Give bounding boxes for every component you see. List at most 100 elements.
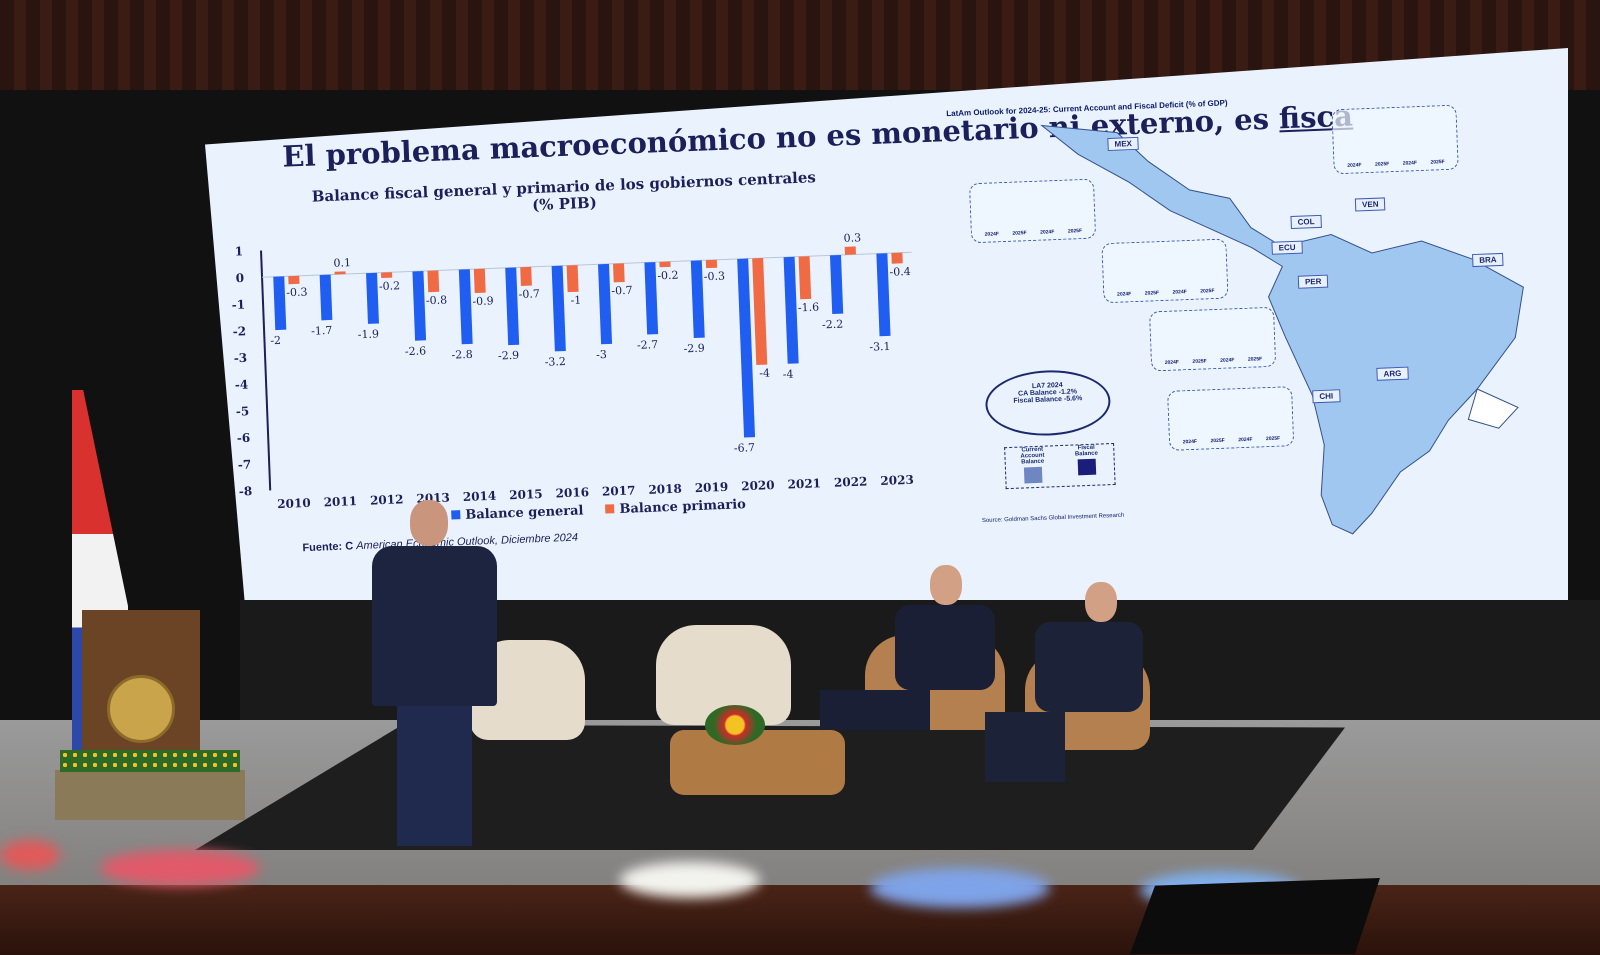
data-label: -4	[759, 366, 770, 379]
inset-col: 2024F 2025F 2024F 2025F	[1331, 104, 1459, 175]
bar-general	[829, 254, 844, 315]
y-axis	[260, 250, 272, 491]
bar-general	[273, 276, 287, 331]
data-label: -2	[270, 334, 281, 347]
data-label: -1.9	[358, 327, 380, 341]
flower-planter	[55, 770, 245, 820]
bar-primario	[612, 263, 625, 283]
bar-general	[458, 269, 473, 345]
data-label: -0.2	[379, 279, 401, 293]
x-tick-label: 2022	[834, 474, 868, 489]
data-label: -0.8	[426, 293, 448, 307]
x-tick-label: 2019	[695, 480, 729, 495]
data-label: -3	[596, 348, 607, 361]
x-tick-label: 2018	[648, 482, 682, 497]
latam-map-panel: LatAm Outlook for 2024-25: Current Accou…	[946, 86, 1563, 559]
panelist-seated	[970, 582, 1145, 792]
bar-primario	[752, 257, 768, 365]
data-label: -0.3	[286, 285, 308, 299]
flowers	[60, 750, 240, 772]
y-tick-label: 0	[235, 271, 244, 285]
data-label: -1	[570, 294, 581, 307]
x-tick-label: 2021	[787, 476, 821, 491]
bar-general	[551, 265, 566, 352]
y-tick-label: -5	[236, 404, 250, 419]
data-label: -0.4	[889, 265, 911, 279]
flower-arrangement	[705, 705, 765, 745]
x-tick-label: 2014	[463, 489, 497, 504]
data-label: -1.6	[798, 301, 820, 315]
bar-general	[412, 271, 427, 341]
bar-primario	[334, 271, 346, 275]
zero-line	[262, 251, 912, 278]
bar-primario	[473, 268, 486, 294]
latam-map	[1040, 124, 1524, 535]
inset-ecu: 2024F 2025F 2024F 2025F	[1101, 238, 1229, 304]
inset-year-labels: 2024F 2025F 2024F 2025F	[1164, 356, 1263, 366]
label-arg: ARG	[1376, 366, 1409, 381]
bar-primario	[798, 256, 812, 300]
x-tick-label: 2011	[323, 494, 357, 509]
y-tick-label: -6	[237, 431, 251, 446]
data-label: -0.9	[472, 294, 494, 308]
data-label: -3.1	[869, 340, 891, 354]
label-col: COL	[1290, 214, 1322, 230]
bar-general	[598, 263, 613, 345]
inset-year-labels: 2024F 2025F 2024F 2025F	[1182, 435, 1281, 446]
x-tick-label: 2017	[602, 483, 636, 498]
bar-primario	[288, 275, 300, 285]
inset-mex: 2024F 2025F 2024F 2025F	[968, 178, 1097, 244]
data-label: -2.2	[822, 318, 844, 332]
x-tick-label: 2010	[277, 496, 311, 511]
data-label: -2.9	[498, 349, 520, 363]
bar-general	[737, 258, 756, 438]
bar-general	[319, 274, 333, 321]
label-mex: MEX	[1107, 136, 1140, 152]
spotlight-blue	[870, 868, 1050, 908]
data-label: 0.1	[333, 256, 351, 270]
x-tick-label: 2012	[370, 492, 404, 507]
x-tick-label: 2023	[880, 473, 914, 488]
y-tick-label: -2	[232, 324, 246, 339]
inset-year-labels: 2024F 2025F 2024F 2025F	[984, 228, 1083, 238]
inset-per: 2024F 2025F 2024F 2025F	[1149, 306, 1277, 372]
coffee-table	[670, 730, 845, 795]
data-label: -2.9	[683, 342, 705, 356]
bar-general	[366, 272, 379, 324]
y-tick-label: -3	[234, 351, 248, 366]
bar-general	[876, 253, 891, 337]
data-label: -3.2	[544, 355, 566, 369]
stage-monitor	[1130, 878, 1380, 954]
bar-general	[783, 256, 799, 364]
inset-year-labels: 2024F 2025F 2024F 2025F	[1347, 159, 1445, 169]
bar-primario	[705, 259, 718, 269]
bar-general	[505, 267, 520, 346]
speaker-standing	[372, 500, 497, 850]
data-label: -2.8	[451, 348, 473, 362]
central-bank-seal-icon	[107, 675, 175, 743]
data-label: -6.7	[734, 441, 756, 455]
data-label: -4	[782, 368, 793, 381]
map-legend: Current Account Balance Fiscal Balance	[1004, 442, 1116, 490]
bar-primario	[659, 261, 671, 268]
spotlight-red	[100, 850, 260, 886]
x-tick-label: 2016	[555, 485, 589, 500]
bar-primario	[427, 270, 440, 293]
data-label: -2.7	[637, 338, 659, 352]
bar-general	[644, 262, 659, 335]
y-tick-label: -7	[238, 457, 252, 472]
data-label: -0.2	[657, 269, 679, 283]
y-tick-label: -8	[239, 484, 253, 499]
y-tick-label: 1	[234, 244, 243, 258]
spotlight-white	[620, 862, 760, 898]
x-tick-label: 2015	[509, 487, 543, 502]
data-label: -2.6	[405, 344, 427, 358]
label-per: PER	[1297, 274, 1329, 289]
y-tick-label: -4	[235, 378, 249, 393]
x-tick-label: 2020	[741, 478, 775, 493]
bar-primario	[566, 265, 579, 293]
y-tick-label: -1	[231, 298, 245, 313]
inset-chi: 2024F 2025F 2024F 2025F	[1167, 386, 1295, 451]
bar-primario	[844, 246, 856, 255]
inset-year-labels: 2024F 2025F 2024F 2025F	[1117, 288, 1215, 298]
